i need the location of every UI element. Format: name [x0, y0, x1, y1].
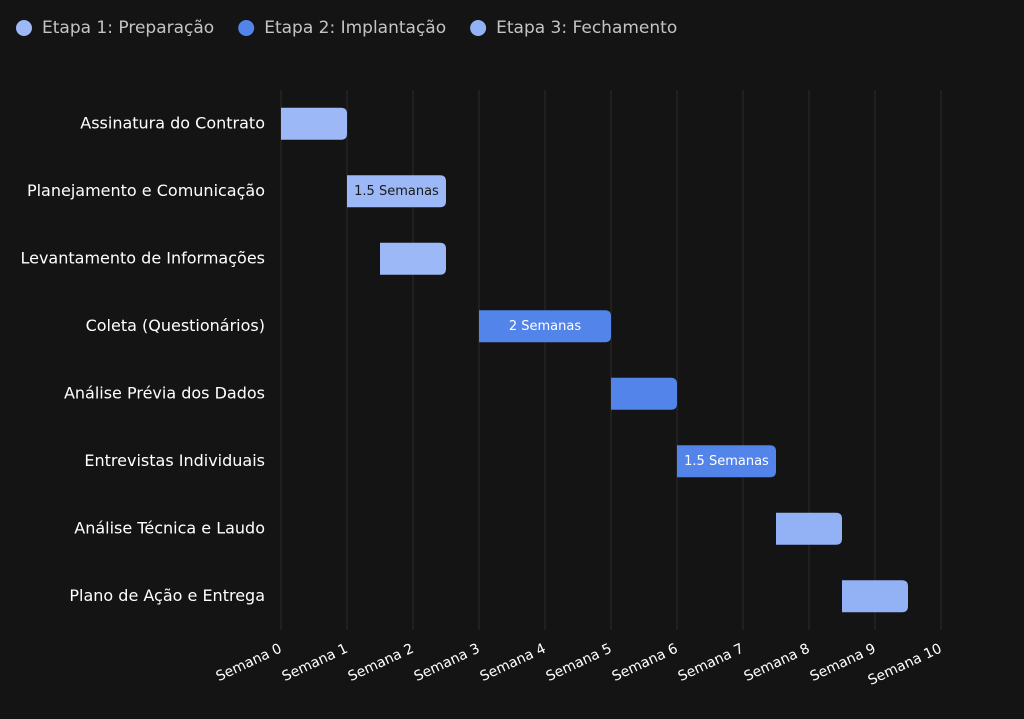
value-label: 2 Semanas [509, 319, 581, 334]
value-label: 1.5 Semanas [684, 454, 769, 469]
y-tick-label: Planejamento e Comunicação [27, 181, 265, 200]
bar [347, 175, 446, 208]
bar [842, 580, 908, 613]
legend-label: Etapa 3: Fechamento [496, 18, 677, 38]
y-tick-label: Levantamento de Informações [20, 248, 265, 267]
legend-label: Etapa 2: Implantação [264, 18, 446, 38]
bar [677, 445, 776, 478]
bar [380, 242, 446, 275]
y-tick-label: Plano de Ação e Entrega [69, 586, 265, 605]
legend-marker [238, 20, 255, 36]
bar [479, 310, 611, 343]
legend-marker [470, 20, 487, 36]
legend-marker [16, 20, 32, 36]
value-label: 1.5 Semanas [354, 184, 439, 199]
legend-label: Etapa 1: Preparação [42, 18, 214, 38]
y-tick-label: Entrevistas Individuais [84, 451, 265, 470]
bar [776, 512, 842, 545]
y-tick-label: Coleta (Questionários) [86, 316, 265, 335]
bar [611, 377, 677, 410]
y-tick-label: Assinatura do Contrato [80, 113, 265, 132]
y-tick-label: Análise Prévia dos Dados [64, 383, 265, 402]
y-tick-label: Análise Técnica e Laudo [74, 518, 265, 537]
bar [281, 107, 347, 140]
